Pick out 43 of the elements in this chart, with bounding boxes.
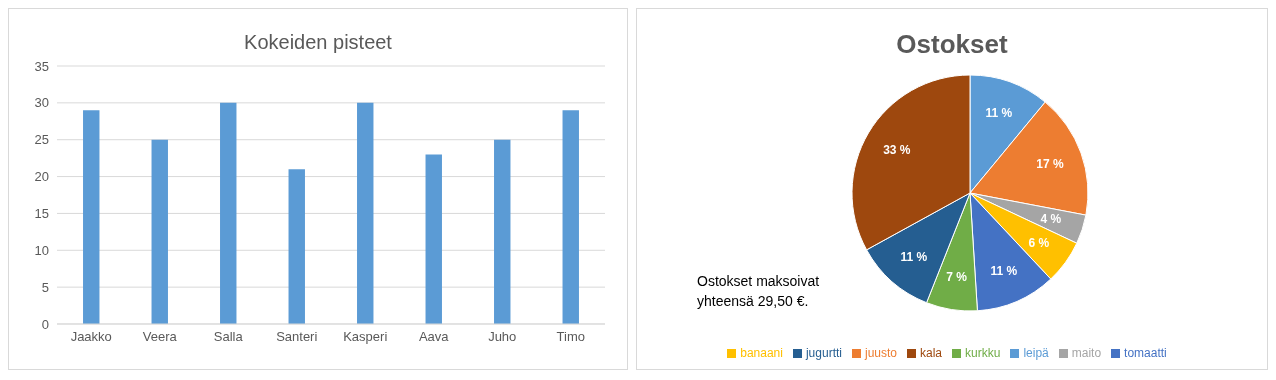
legend-label: maito — [1071, 346, 1102, 360]
legend-label: banaani — [740, 346, 783, 360]
legend-label: kala — [920, 346, 943, 360]
y-tick-label: 35 — [34, 58, 49, 74]
y-tick-label: 25 — [34, 132, 49, 148]
y-tick-label: 10 — [34, 242, 49, 258]
x-tick-label: Timo — [556, 329, 585, 345]
data-label: 11 % — [985, 106, 1013, 121]
bar — [288, 169, 305, 324]
chart-title: Ostokset — [895, 29, 1009, 60]
x-tick-label: Aava — [418, 329, 450, 345]
data-label: 7 % — [946, 269, 968, 284]
data-label: 33 % — [883, 142, 911, 157]
legend-label: juusto — [864, 346, 898, 360]
data-label: 11 % — [990, 263, 1018, 278]
y-tick-label: 5 — [41, 279, 49, 295]
bar — [151, 139, 168, 324]
data-label: 4 % — [1040, 212, 1062, 227]
x-tick-label: Veera — [142, 329, 178, 345]
bar — [425, 154, 442, 324]
y-tick-label: 15 — [34, 206, 49, 222]
legend-label: tomaatti — [1124, 346, 1167, 360]
data-label: 6 % — [1028, 235, 1050, 250]
data-label: 17 % — [1036, 157, 1064, 172]
x-tick-label: Juho — [488, 329, 517, 345]
data-label: 11 % — [900, 249, 928, 264]
x-tick-label: Jaakko — [70, 329, 112, 345]
legend-label: leipä — [1023, 346, 1049, 360]
y-tick-label: 20 — [34, 169, 49, 185]
bar — [83, 110, 100, 324]
text: Ostokset maksoivat yhteensä 29,50 €. — [697, 272, 821, 311]
bar — [494, 139, 511, 324]
y-tick-label: 0 — [41, 316, 49, 332]
x-tick-label: Salla — [213, 329, 244, 345]
chart-title: Kokeiden pisteet — [243, 31, 393, 54]
x-tick-label: Kasperi — [343, 329, 388, 345]
bar — [220, 102, 237, 324]
legend-label: jugurtti — [805, 346, 842, 360]
bar — [562, 110, 579, 324]
y-tick-label: 30 — [34, 95, 49, 111]
legend-label: kurkku — [965, 346, 1001, 360]
bar — [357, 102, 374, 324]
x-tick-label: Santeri — [276, 329, 318, 345]
